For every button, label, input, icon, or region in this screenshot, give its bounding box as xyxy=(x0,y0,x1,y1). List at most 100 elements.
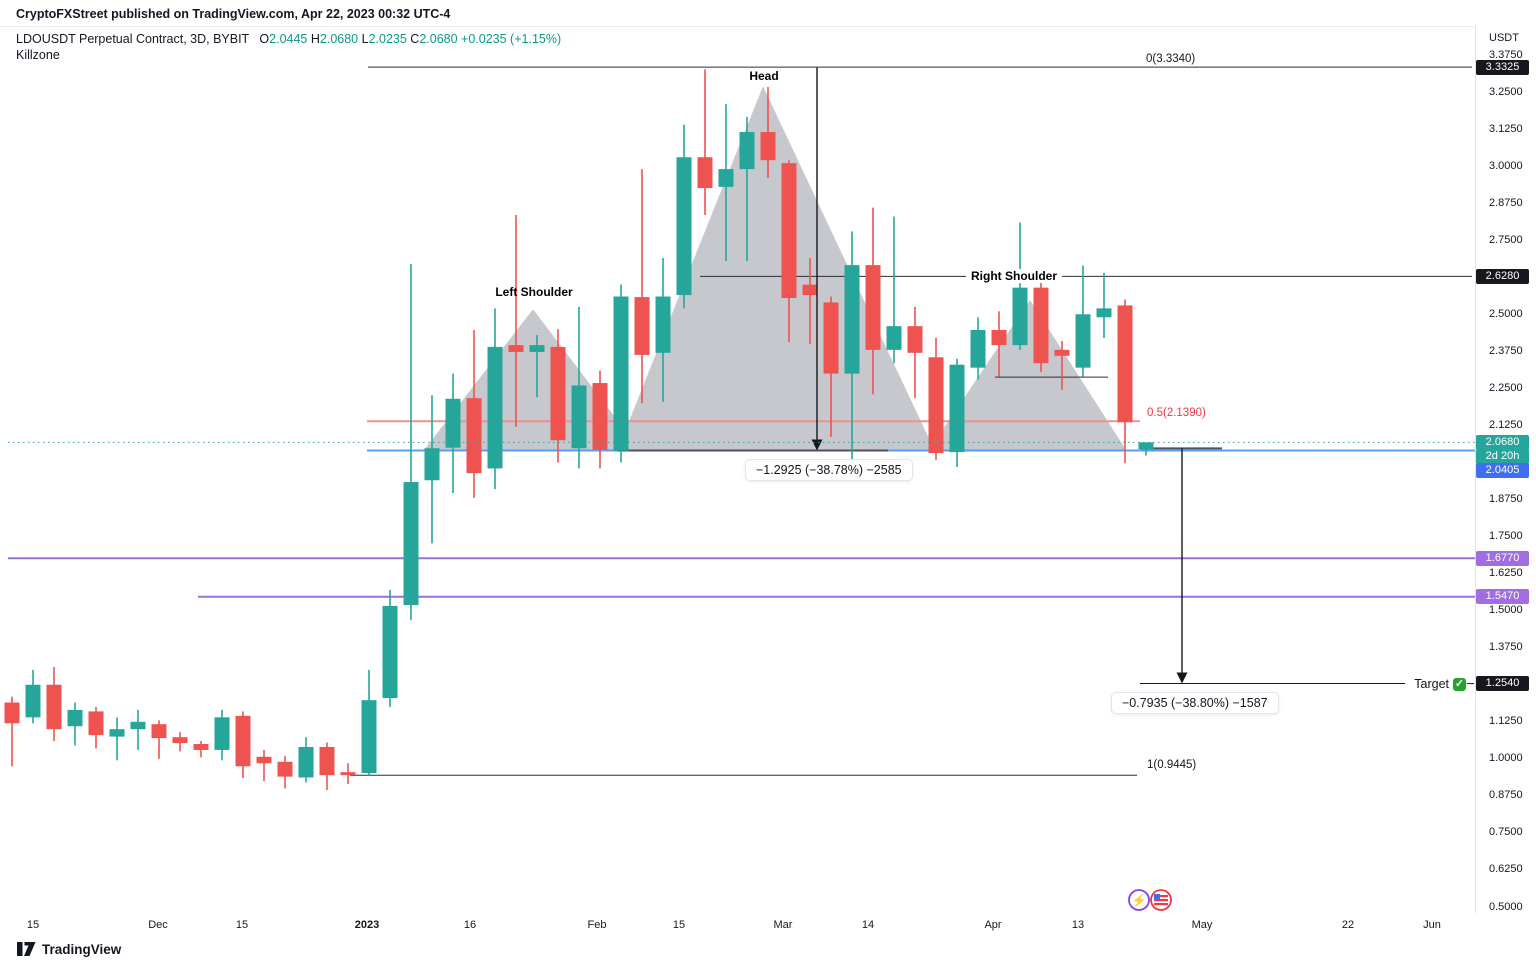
candle-body xyxy=(277,761,293,777)
candle-body xyxy=(130,721,146,730)
candle-body xyxy=(214,717,230,750)
indicator-killzone[interactable]: Killzone xyxy=(16,48,60,62)
candle-body xyxy=(172,737,188,744)
candle-body xyxy=(1075,314,1091,368)
candle-body xyxy=(298,746,314,778)
candle-body xyxy=(718,169,734,187)
price-tick: 2.1250 xyxy=(1489,418,1523,431)
candle-body xyxy=(613,296,629,451)
price-tick: 1.0000 xyxy=(1489,752,1523,765)
candle-body xyxy=(802,284,818,296)
ohlc-close: C2.0680 xyxy=(410,32,458,46)
candle-body xyxy=(823,302,839,374)
header-divider xyxy=(0,26,1536,27)
candle-body xyxy=(361,700,377,774)
candle-body xyxy=(193,744,209,750)
time-tick-May: May xyxy=(1191,919,1213,931)
candle-body xyxy=(886,326,902,350)
candle-body xyxy=(319,746,335,776)
price-change: +0.0235 (+1.15%) xyxy=(461,32,562,46)
candle-body xyxy=(508,345,524,352)
measure-box-lower: −0.7935 (−38.80%) −1587 xyxy=(1111,692,1279,714)
usa-flag-icon[interactable] xyxy=(1150,889,1172,911)
price-tick: 0.7500 xyxy=(1489,826,1523,839)
svg-text:⚡: ⚡ xyxy=(1132,894,1147,908)
candle-body xyxy=(67,709,83,727)
candle-body xyxy=(991,330,1007,346)
price-tick: 3.2500 xyxy=(1489,85,1523,98)
candle-body xyxy=(529,345,545,352)
price-label-2.0680: 2.0680 xyxy=(1476,434,1529,450)
candle-body xyxy=(151,724,167,739)
time-tick-15: 15 xyxy=(235,919,249,931)
price-tick: 0.5000 xyxy=(1489,900,1523,913)
price-tick: 2.5000 xyxy=(1489,307,1523,320)
candle-body xyxy=(949,364,965,453)
candle-body xyxy=(109,729,125,737)
price-tick: 1.1250 xyxy=(1489,715,1523,728)
candle-body xyxy=(1033,287,1049,364)
candle-body xyxy=(907,326,923,353)
price-tick: 2.8750 xyxy=(1489,196,1523,209)
price-tick: 2.7500 xyxy=(1489,233,1523,246)
candle-body xyxy=(46,684,62,730)
right-shoulder-label: Right Shoulder xyxy=(966,269,1062,283)
candle-body xyxy=(1012,287,1028,346)
candle-body xyxy=(403,482,419,606)
fib-0-label: 0(3.3340) xyxy=(1146,53,1196,65)
measure-arrow-breakdown-to-target xyxy=(1176,672,1188,684)
candle-body xyxy=(235,715,251,767)
time-tick-15: 15 xyxy=(672,919,686,931)
time-tick-Jun: Jun xyxy=(1423,919,1441,931)
candle-body xyxy=(760,132,776,161)
time-tick-13: 13 xyxy=(1071,919,1085,931)
time-tick-Dec: Dec xyxy=(148,919,168,931)
green-check-icon: ✓ xyxy=(1453,677,1466,691)
price-label-2d-20h: 2d 20h xyxy=(1476,449,1529,465)
candle-body xyxy=(865,265,881,350)
price-tick: 1.7500 xyxy=(1489,530,1523,543)
candle-body xyxy=(970,330,986,368)
candle-body xyxy=(4,702,20,724)
price-tick: 3.3750 xyxy=(1489,48,1523,61)
time-tick-2023: 2023 xyxy=(354,919,380,931)
candle-body xyxy=(1054,349,1070,356)
time-tick-Apr: Apr xyxy=(984,919,1002,931)
candle-body xyxy=(844,265,860,374)
symbol-title: LDOUSDT Perpetual Contract, 3D, BYBIT xyxy=(16,32,249,46)
ohlc-high: H2.0680 xyxy=(310,32,359,46)
axis-divider-vertical xyxy=(1475,26,1476,913)
price-axis[interactable]: USDT 3.3750 3.2500 3.1250 3.0000 2.8750 2.750… xyxy=(1475,26,1536,913)
candle-body xyxy=(424,448,440,481)
fib-1-label: 1(0.9445) xyxy=(1147,759,1197,771)
left-shoulder-label: Left Shoulder xyxy=(495,285,573,299)
measure-box-upper: −1.2925 (−38.78%) −2585 xyxy=(745,459,913,481)
candle-body xyxy=(340,772,356,776)
candlestick-chart[interactable] xyxy=(0,0,1475,913)
chart-badge-icons[interactable]: ⚡ xyxy=(1126,886,1176,914)
price-tick: 1.3750 xyxy=(1489,641,1523,654)
symbol-legend[interactable]: LDOUSDT Perpetual Contract, 3D, BYBIT O2… xyxy=(16,32,561,46)
price-tick: 0.8750 xyxy=(1489,789,1523,802)
time-tick-22: 22 xyxy=(1341,919,1355,931)
publish-attribution: CryptoFXStreet published on TradingView.… xyxy=(16,7,451,21)
tradingview-logo[interactable]: TradingView xyxy=(17,942,121,957)
time-tick-15: 15 xyxy=(26,919,40,931)
right-shoulder-triangle xyxy=(928,300,1127,452)
price-tick: 3.0000 xyxy=(1489,159,1523,172)
fib-05-label: 0.5(2.1390) xyxy=(1147,407,1206,419)
candle-body xyxy=(466,398,482,474)
tradingview-logo-icon xyxy=(17,942,36,956)
price-tick: 0.6250 xyxy=(1489,863,1523,876)
candle-body xyxy=(697,157,713,189)
time-axis[interactable]: 15 Dec 15 2023 16 Feb 15 Mar 14 Apr 13 May 22 Jun xyxy=(0,913,1536,941)
candle-body xyxy=(781,163,797,299)
candle-body xyxy=(445,398,461,448)
time-tick-14: 14 xyxy=(861,919,875,931)
price-label-1.2540: 1.2540 xyxy=(1476,676,1529,692)
candle-body xyxy=(928,357,944,453)
lightning-icon[interactable]: ⚡ xyxy=(1128,889,1150,911)
candle-body xyxy=(1138,442,1154,450)
price-label-2.0405: 2.0405 xyxy=(1476,463,1529,479)
